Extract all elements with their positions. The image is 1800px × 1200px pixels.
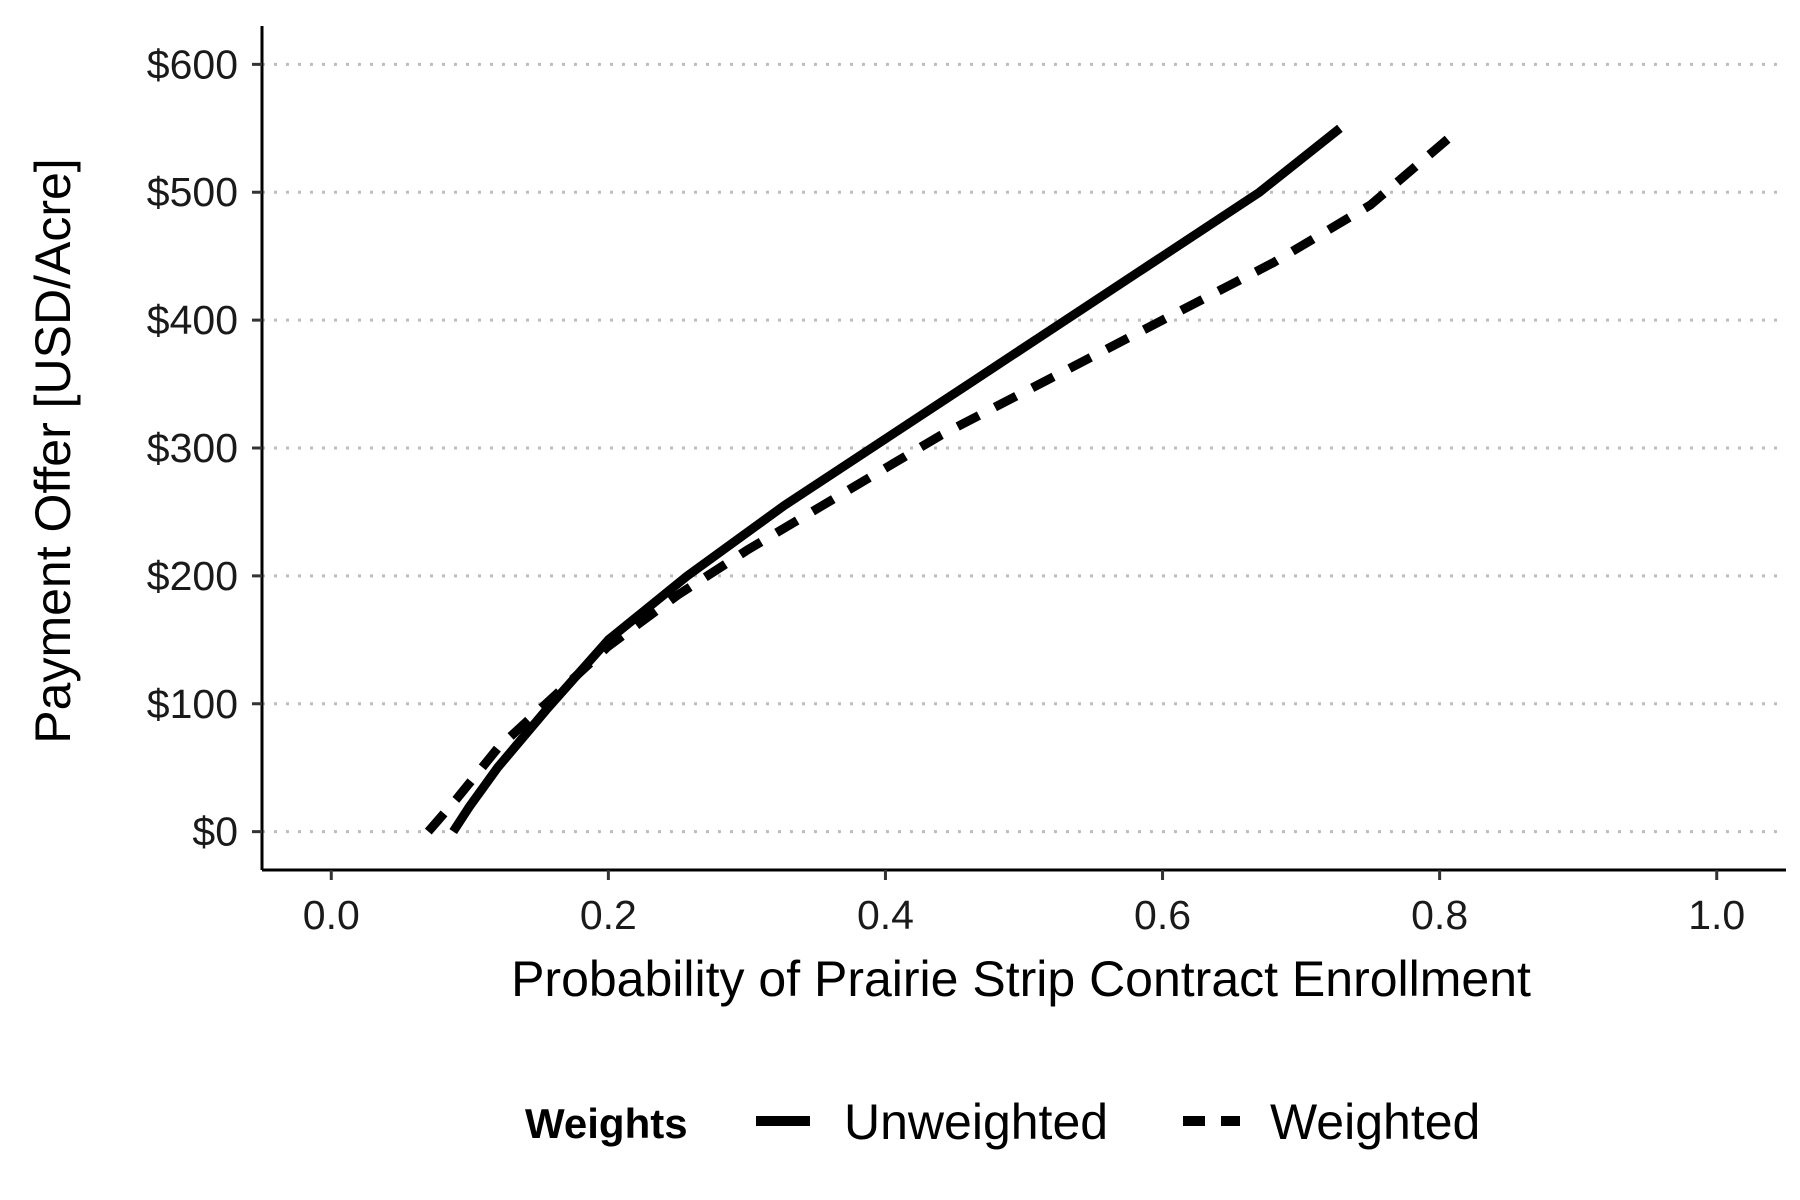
x-tick-label-3: 0.6 (1134, 892, 1191, 938)
legend-label-unweighted: Unweighted (844, 1094, 1108, 1150)
y-tick-label-6: $600 (147, 41, 238, 87)
y-tick-label-2: $200 (147, 553, 238, 599)
y-tick-label-1: $100 (147, 681, 238, 727)
x-axis-title: Probability of Prairie Strip Contract En… (511, 951, 1531, 1007)
gridlines (262, 62, 1786, 834)
x-tick-label-1: 0.2 (580, 892, 637, 938)
series-lines (424, 124, 1464, 835)
y-tick-label-4: $400 (147, 297, 238, 343)
axes (252, 26, 1786, 880)
series-line-weighted (424, 124, 1464, 835)
y-tick-label-3: $300 (147, 425, 238, 471)
x-tick-label-2: 0.4 (857, 892, 914, 938)
x-tick-label-4: 0.8 (1411, 892, 1468, 938)
tick-labels: 0.0 0.2 0.4 0.6 0.8 1.0 $0 $100 $200 $300 $400 $500… (147, 41, 1745, 938)
x-tick-label-5: 1.0 (1688, 892, 1745, 938)
y-axis-title: Payment Offer [USD/Acre] (25, 158, 81, 743)
legend: Weights Unweighted Weighted (525, 1094, 1480, 1150)
y-tick-label-0: $0 (192, 809, 238, 855)
legend-title: Weights (525, 1100, 688, 1147)
x-tick-label-0: 0.0 (303, 892, 360, 938)
y-tick-label-5: $500 (147, 169, 238, 215)
series-line-unweighted (449, 124, 1343, 835)
legend-label-weighted: Weighted (1270, 1094, 1480, 1150)
